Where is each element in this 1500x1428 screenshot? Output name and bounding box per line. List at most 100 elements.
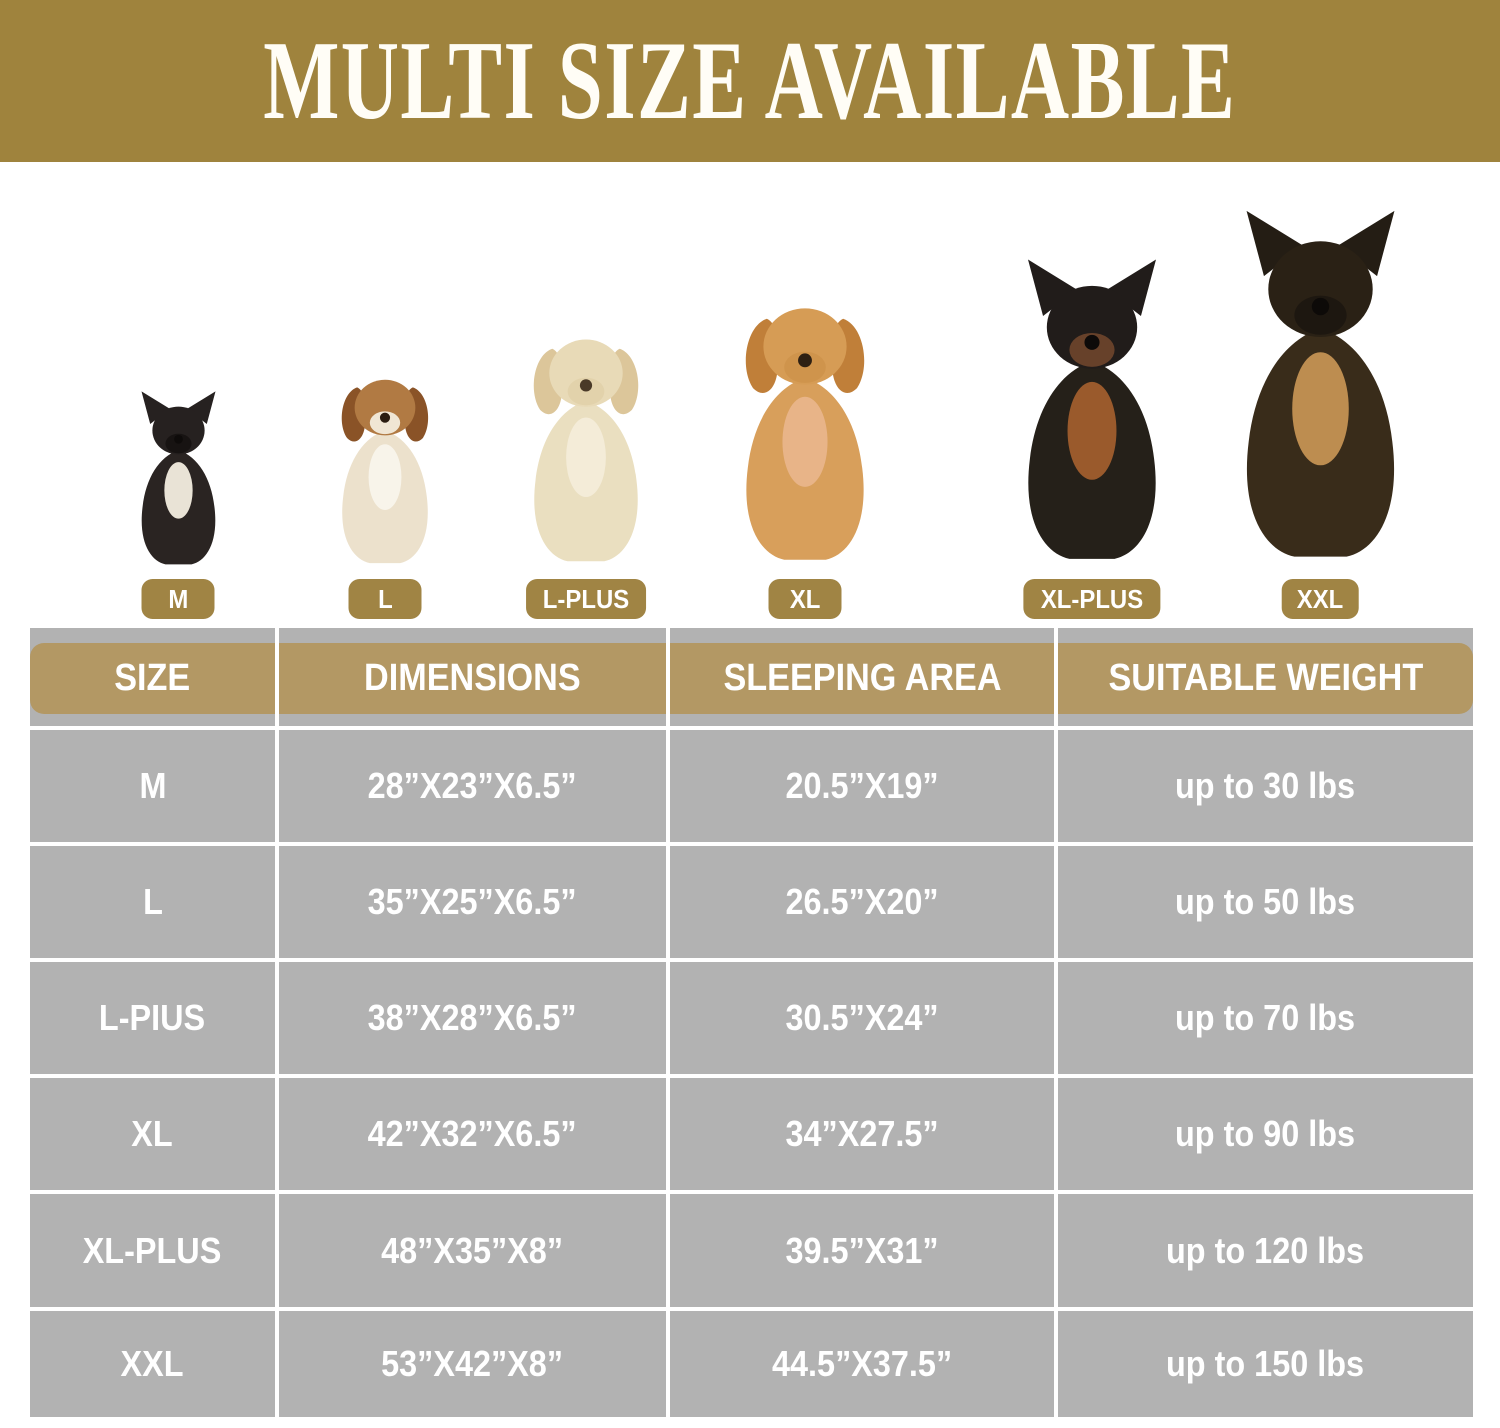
row-xl-plus-suitable-weight: up to 120 lbs bbox=[1058, 1194, 1473, 1307]
dog-chest-icon bbox=[1067, 381, 1117, 480]
header-cell-dimensions: DIMENSIONS bbox=[279, 628, 666, 726]
dog-nose-icon bbox=[1084, 334, 1100, 350]
dog-chest-icon bbox=[566, 417, 606, 498]
row-xl-sleeping-area: 34”X27.5” bbox=[670, 1078, 1054, 1190]
cell-value: 35”X25”X6.5” bbox=[368, 881, 577, 922]
row-l-size: L bbox=[30, 846, 275, 958]
dog-ear-icon bbox=[187, 391, 216, 424]
row-m-suitable-weight: up to 30 lbs bbox=[1058, 730, 1473, 842]
row-l-plus-sleeping-area: 30.5”X24” bbox=[670, 962, 1054, 1074]
page-title: MULTI SIZE AVAILABLE bbox=[263, 19, 1237, 143]
dog-chest-icon bbox=[782, 396, 828, 487]
dog-head-icon bbox=[763, 308, 847, 385]
row-l-sleeping-area: 26.5”X20” bbox=[670, 846, 1054, 958]
column-header-label: SLEEPING AREA bbox=[722, 657, 1002, 699]
dog-ear-icon bbox=[141, 391, 170, 424]
size-badge-label: XXL bbox=[1296, 583, 1344, 614]
size-badge-xl-plus: XL-PLUS bbox=[1023, 579, 1161, 619]
french-bulldog-icon bbox=[141, 391, 216, 565]
column-header-label: SUITABLE WEIGHT bbox=[1108, 657, 1423, 699]
beagle-icon bbox=[341, 379, 429, 564]
cell-value: 34”X27.5” bbox=[785, 1113, 939, 1154]
dog-ear-icon bbox=[1107, 259, 1156, 316]
cell-value: L bbox=[142, 881, 163, 922]
dog-ear-icon bbox=[1337, 210, 1395, 277]
size-badge-xxl: XXL bbox=[1281, 579, 1359, 619]
dog-muzzle-icon bbox=[567, 377, 605, 406]
row-l-dimensions: 35”X25”X6.5” bbox=[279, 846, 666, 958]
dog-nose-icon bbox=[579, 379, 593, 392]
cell-value: up to 50 lbs bbox=[1175, 881, 1356, 922]
dog-chest-icon bbox=[164, 462, 193, 519]
size-badge-xl: XL bbox=[768, 579, 842, 619]
header-gold-band: SLEEPING AREA bbox=[670, 643, 1054, 714]
size-badge-m: M bbox=[141, 579, 215, 619]
cell-value: L-PIUS bbox=[99, 997, 206, 1038]
size-badge-label: L bbox=[377, 583, 393, 614]
cell-value: up to 90 lbs bbox=[1175, 1113, 1356, 1154]
row-xl-size: XL bbox=[30, 1078, 275, 1190]
header-gold-band: SUITABLE WEIGHT bbox=[1058, 643, 1473, 714]
header-cell-suitable-weight: SUITABLE WEIGHT bbox=[1058, 628, 1473, 726]
row-xxl-sleeping-area: 44.5”X37.5” bbox=[670, 1311, 1054, 1417]
cell-value: up to 150 lbs bbox=[1166, 1343, 1365, 1384]
cell-value: 44.5”X37.5” bbox=[771, 1343, 953, 1384]
size-badge-label: XL bbox=[789, 583, 821, 614]
row-xl-plus-dimensions: 48”X35”X8” bbox=[279, 1194, 666, 1307]
row-xl-dimensions: 42”X32”X6.5” bbox=[279, 1078, 666, 1190]
dog-chest-icon bbox=[368, 444, 402, 511]
row-l-plus-dimensions: 38”X28”X6.5” bbox=[279, 962, 666, 1074]
golden-retriever-icon bbox=[745, 308, 865, 560]
dog-nose-icon bbox=[379, 412, 391, 423]
row-l-suitable-weight: up to 50 lbs bbox=[1058, 846, 1473, 958]
header-gold-band: SIZE bbox=[30, 643, 275, 714]
column-header-label: SIZE bbox=[114, 657, 191, 699]
row-xl-suitable-weight: up to 90 lbs bbox=[1058, 1078, 1473, 1190]
column-header-label: DIMENSIONS bbox=[364, 657, 581, 699]
row-xxl-dimensions: 53”X42”X8” bbox=[279, 1311, 666, 1417]
cell-value: M bbox=[139, 765, 166, 806]
german-shepherd-icon bbox=[1246, 210, 1395, 557]
header-cell-sleeping-area: SLEEPING AREA bbox=[670, 628, 1054, 726]
row-m-sleeping-area: 20.5”X19” bbox=[670, 730, 1054, 842]
row-m-size: M bbox=[30, 730, 275, 842]
size-badge-label: L-PLUS bbox=[542, 583, 630, 614]
dog-ear-icon bbox=[1028, 259, 1077, 316]
cell-value: 42”X32”X6.5” bbox=[368, 1113, 577, 1154]
cell-value: 28”X23”X6.5” bbox=[368, 765, 577, 806]
size-badge-label: M bbox=[168, 583, 188, 614]
row-xl-plus-size: XL-PLUS bbox=[30, 1194, 275, 1307]
cell-value: XXL bbox=[120, 1343, 184, 1384]
cell-value: 48”X35”X8” bbox=[381, 1229, 564, 1271]
row-l-plus-size: L-PIUS bbox=[30, 962, 275, 1074]
cell-value: XL bbox=[131, 1113, 174, 1154]
cream-golden-retriever-icon bbox=[533, 339, 639, 562]
size-badge-l-plus: L-PLUS bbox=[526, 579, 646, 619]
row-m-dimensions: 28”X23”X6.5” bbox=[279, 730, 666, 842]
cell-value: 30.5”X24” bbox=[785, 997, 939, 1038]
dog-head-icon bbox=[1046, 285, 1138, 369]
cell-value: 38”X28”X6.5” bbox=[368, 997, 577, 1038]
cell-value: XL-PLUS bbox=[83, 1229, 222, 1271]
dog-head-icon bbox=[549, 339, 623, 407]
cell-value: 53”X42”X8” bbox=[381, 1343, 564, 1384]
cell-value: up to 120 lbs bbox=[1166, 1229, 1365, 1271]
cell-value: 20.5”X19” bbox=[785, 765, 939, 806]
dog-head-icon bbox=[1268, 241, 1373, 337]
dog-muzzle-icon bbox=[369, 411, 401, 435]
cell-value: up to 30 lbs bbox=[1175, 765, 1356, 806]
dog-nose-icon bbox=[1311, 297, 1330, 316]
row-xxl-suitable-weight: up to 150 lbs bbox=[1058, 1311, 1473, 1417]
dog-ear-icon bbox=[1246, 210, 1304, 277]
dog-chest-icon bbox=[1292, 352, 1349, 466]
size-table: SIZE DIMENSIONS SLEEPING AREA SUITABLE W… bbox=[30, 628, 1473, 1417]
doberman-icon bbox=[1028, 259, 1156, 559]
dog-nose-icon bbox=[174, 434, 183, 444]
cell-value: 39.5”X31” bbox=[785, 1229, 939, 1271]
header-cell-size: SIZE bbox=[30, 628, 275, 726]
header-gold-band: DIMENSIONS bbox=[279, 643, 666, 714]
size-badge-l: L bbox=[348, 579, 422, 619]
dog-muzzle-icon bbox=[165, 433, 192, 454]
size-badge-label: XL-PLUS bbox=[1040, 583, 1144, 614]
